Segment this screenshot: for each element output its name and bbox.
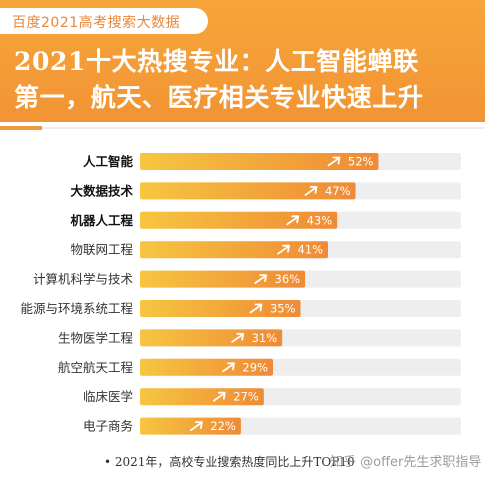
value-label: 35% bbox=[270, 302, 296, 316]
value-label: 47% bbox=[325, 184, 351, 198]
trend-up-icon bbox=[254, 274, 267, 284]
value-label: 31% bbox=[252, 331, 278, 345]
trend-up-icon bbox=[189, 421, 203, 431]
bar bbox=[140, 388, 264, 406]
source-badge: 百度2021高考搜索大数据 bbox=[0, 8, 208, 34]
trend-up-icon bbox=[231, 333, 245, 343]
bar bbox=[140, 329, 283, 347]
trend-up-icon bbox=[277, 244, 290, 255]
chart-caption: • 2021年，高校专业搜索热度同比上升TOP10 bbox=[104, 455, 355, 469]
trend-up-icon bbox=[222, 362, 235, 373]
trend-up-icon bbox=[304, 186, 318, 196]
category-label: 人工智能 bbox=[83, 154, 134, 169]
divider bbox=[0, 127, 485, 129]
value-label: 41% bbox=[297, 243, 323, 257]
trend-up-icon bbox=[286, 215, 300, 226]
source-badge-label: 百度2021高考搜索大数据 bbox=[12, 15, 181, 31]
divider-accent bbox=[0, 126, 42, 130]
category-label: 大数据技术 bbox=[70, 183, 133, 198]
value-label: 22% bbox=[210, 419, 236, 433]
headline-line-2: 第一，航天、医疗相关专业快速上升 bbox=[14, 83, 424, 112]
value-label: 36% bbox=[275, 272, 301, 286]
trend-up-icon bbox=[327, 156, 341, 167]
headline-line-1: 2021十大热搜专业：人工智能蝉联 bbox=[14, 47, 419, 76]
category-label: 航空航天工程 bbox=[58, 360, 134, 375]
category-label: 能源与环境系统工程 bbox=[20, 301, 133, 316]
bar-chart: 人工智能 52% 大数据技术 47% 机器人工程 43% 物联网工程 41% 计算机科学与技术 3… bbox=[20, 153, 461, 435]
header-banner: 百度2021高考搜索大数据 2021十大热搜专业：人工智能蝉联 第一，航天、医疗… bbox=[0, 0, 485, 122]
category-label: 机器人工程 bbox=[70, 213, 133, 228]
value-label: 27% bbox=[233, 390, 259, 404]
chart-rows: 人工智能 52% 大数据技术 47% 机器人工程 43% 物联网工程 41% 计算机科学与技术 3… bbox=[20, 153, 461, 435]
bar bbox=[140, 358, 273, 376]
bar bbox=[140, 182, 356, 200]
category-label: 电子商务 bbox=[83, 419, 133, 434]
category-label: 临床医学 bbox=[83, 389, 133, 404]
value-label: 29% bbox=[242, 360, 268, 374]
trend-up-icon bbox=[249, 303, 263, 314]
value-label: 52% bbox=[348, 155, 374, 169]
category-label: 生物医学工程 bbox=[58, 330, 134, 345]
bar bbox=[140, 153, 379, 170]
bar bbox=[140, 241, 329, 259]
bar bbox=[140, 417, 241, 435]
category-label: 物联网工程 bbox=[70, 242, 133, 257]
watermark: 知乎 @offer先生求职指导 bbox=[330, 455, 482, 470]
value-label: 43% bbox=[307, 213, 333, 227]
trend-up-icon bbox=[212, 391, 226, 402]
category-label: 计算机科学与技术 bbox=[33, 272, 134, 287]
